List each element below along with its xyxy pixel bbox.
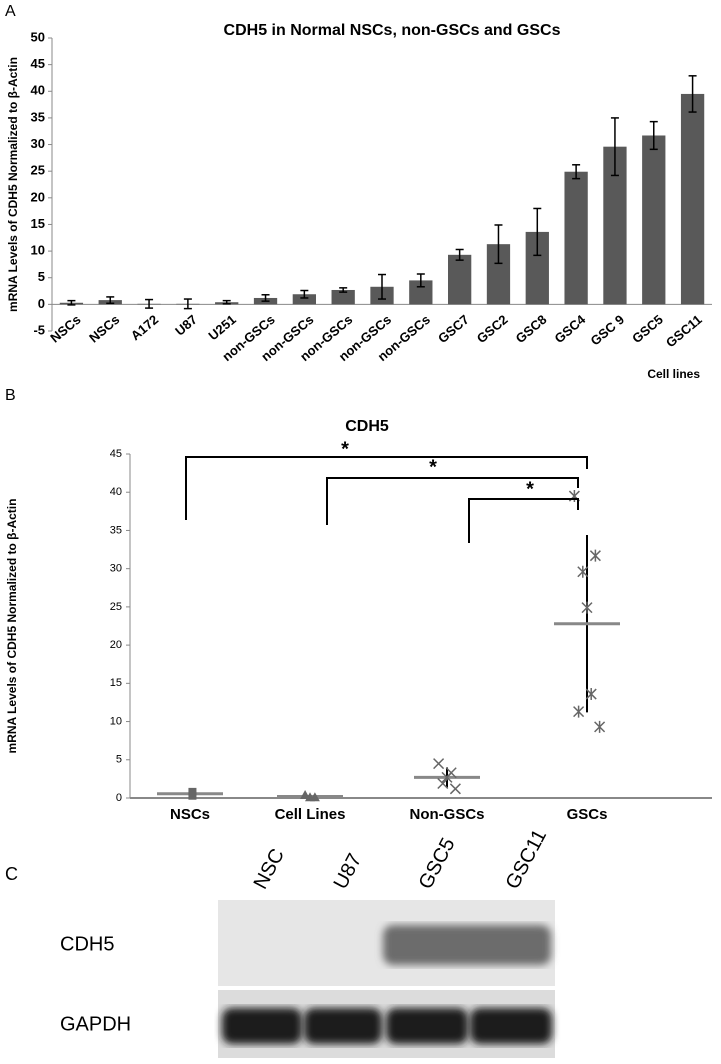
x-tick-label: GSC11	[663, 312, 705, 350]
lane-label: U87	[330, 850, 367, 893]
point	[585, 688, 597, 701]
y-tick-label: 15	[31, 216, 45, 231]
point	[581, 601, 593, 614]
y-tick-label: 25	[110, 601, 122, 613]
y-axis-label: mRNA Levels of CDH5 Normalized to β-Acti…	[5, 499, 19, 754]
chart-title: CDH5 in Normal NSCs, non-GSCs and GSCs	[224, 22, 561, 39]
significance-bracket	[468, 498, 579, 543]
significance-label: *	[526, 478, 534, 500]
x-tick-label: GSCs	[567, 806, 608, 823]
bar	[409, 280, 433, 305]
point	[188, 787, 197, 796]
band	[386, 1008, 468, 1044]
panel-label: B	[5, 387, 16, 404]
y-tick-label: 5	[38, 269, 45, 284]
y-tick-label: 10	[31, 243, 45, 258]
blot-image	[218, 900, 555, 1058]
x-tick-label: NSCs	[86, 312, 122, 346]
y-tick-label: 10	[110, 715, 122, 727]
y-tick-label: 20	[110, 639, 122, 651]
y-tick-label: 25	[31, 163, 45, 178]
y-tick-label: 35	[31, 109, 45, 124]
chart-title: CDH5	[345, 418, 389, 435]
significance-bracket	[326, 477, 579, 525]
y-tick-label: 40	[110, 486, 122, 498]
x-tick-label: U87	[172, 312, 200, 339]
y-tick-label: 50	[31, 29, 45, 44]
bar	[680, 93, 705, 305]
x-tick-label: GSC4	[551, 311, 588, 346]
y-tick-label: 30	[31, 136, 45, 151]
x-tick-label: GSC 9	[588, 312, 628, 349]
bar	[486, 244, 511, 305]
point	[573, 705, 585, 718]
x-tick-label: Cell Lines	[275, 806, 346, 823]
y-tick-label: -5	[33, 322, 45, 337]
significance-label: *	[429, 456, 437, 478]
x-tick-label: GSC5	[629, 312, 666, 346]
bar	[331, 289, 355, 305]
point	[437, 777, 449, 790]
y-tick-label: 15	[110, 677, 122, 689]
point	[589, 549, 601, 562]
band	[222, 1008, 302, 1044]
x-tick-label: U251	[205, 312, 238, 343]
y-tick-label: 40	[31, 83, 45, 98]
bar	[603, 146, 627, 305]
significance-bracket	[185, 456, 588, 520]
row-label: CDH5	[60, 933, 114, 955]
bar	[525, 231, 549, 305]
bar	[642, 135, 666, 305]
significance-label: *	[341, 438, 349, 460]
row-label: GAPDH	[60, 1013, 131, 1035]
point	[449, 783, 461, 795]
bar	[564, 171, 588, 305]
band	[304, 1008, 382, 1044]
band	[470, 1008, 552, 1044]
lane-label: GSC5	[415, 834, 460, 892]
point	[433, 758, 445, 770]
x-tick-label: GSC8	[513, 312, 550, 346]
panel-label: A	[5, 3, 16, 20]
y-tick-label: 35	[110, 524, 122, 536]
x-axis-label: Cell lines	[647, 367, 700, 381]
y-tick-label: 5	[116, 754, 122, 766]
y-tick-label: 45	[31, 56, 45, 71]
x-tick-label: A172	[128, 312, 161, 343]
y-tick-label: 20	[31, 189, 45, 204]
y-tick-label: 45	[110, 448, 122, 460]
panel-label: C	[5, 864, 18, 884]
x-tick-label: NSCs	[47, 312, 83, 346]
lane-label: GSC11	[502, 826, 552, 893]
y-tick-label: 0	[38, 296, 45, 311]
point	[577, 565, 589, 578]
band	[383, 925, 551, 965]
lane-label: NSC	[250, 845, 289, 893]
y-axis-label: mRNA Levels of CDH5 Normalized to β-Acti…	[6, 57, 20, 312]
x-tick-label: GSC2	[474, 312, 511, 346]
x-tick-label: GSC7	[435, 312, 472, 346]
bar	[448, 254, 472, 305]
y-tick-label: 0	[116, 792, 122, 804]
point	[300, 789, 311, 799]
bar	[292, 294, 316, 305]
point	[305, 792, 315, 802]
point	[445, 767, 457, 779]
point	[594, 720, 606, 733]
x-tick-label: Non-GSCs	[410, 806, 485, 823]
y-tick-label: 30	[110, 563, 122, 575]
x-tick-label: NSCs	[170, 806, 210, 823]
